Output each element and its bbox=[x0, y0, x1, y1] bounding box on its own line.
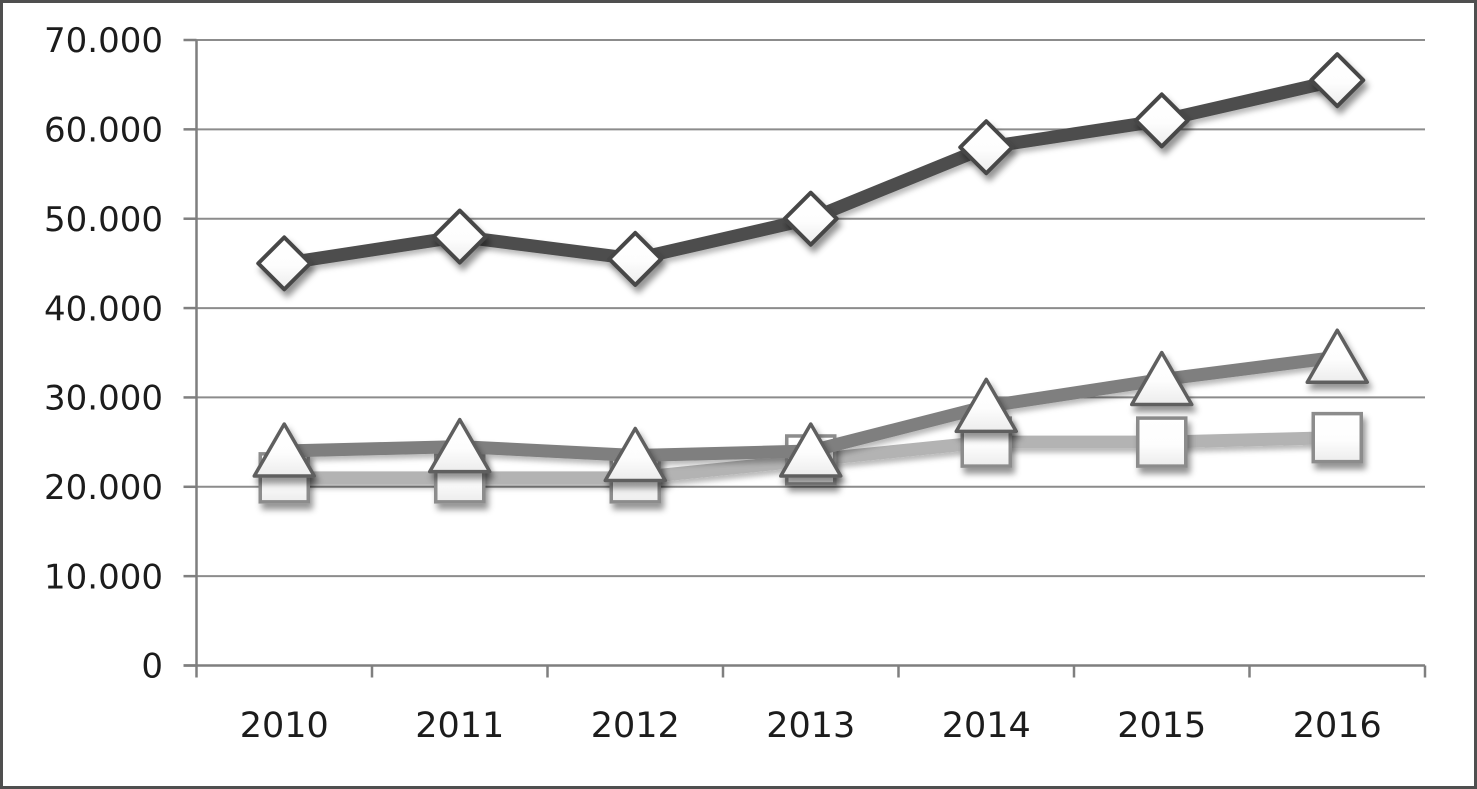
series-triangle bbox=[252, 328, 1369, 483]
x-tick-label: 2012 bbox=[591, 706, 680, 746]
x-tick-label: 2013 bbox=[766, 706, 855, 746]
y-tick-label: 50.000 bbox=[44, 200, 163, 240]
triangle-marker bbox=[428, 417, 492, 474]
y-tick-label: 70.000 bbox=[44, 21, 163, 61]
y-tick-label: 20.000 bbox=[44, 468, 163, 508]
diamond-marker bbox=[958, 119, 1015, 176]
triangle-marker bbox=[954, 377, 1018, 434]
x-tick-label: 2010 bbox=[240, 706, 329, 746]
x-tick-label: 2011 bbox=[415, 706, 504, 746]
diamond-marker bbox=[1309, 52, 1366, 109]
square-marker bbox=[1311, 411, 1363, 464]
triangle-marker bbox=[779, 422, 843, 478]
x-tick-label: 2016 bbox=[1293, 706, 1382, 746]
diamond-marker bbox=[782, 190, 839, 247]
x-tick-label: 2015 bbox=[1117, 706, 1206, 746]
y-tick-label: 60.000 bbox=[44, 111, 163, 151]
series-diamond bbox=[256, 52, 1366, 292]
diamond-marker bbox=[607, 230, 664, 287]
y-tick-label: 40.000 bbox=[44, 289, 163, 329]
diamond-marker bbox=[1133, 92, 1190, 149]
triangle-marker bbox=[1130, 350, 1194, 407]
triangle-marker bbox=[603, 426, 667, 483]
triangle-marker bbox=[252, 422, 316, 478]
triangle-marker bbox=[1305, 328, 1369, 384]
square-marker bbox=[1136, 416, 1188, 468]
diamond-marker bbox=[431, 208, 488, 265]
diamond-marker bbox=[256, 235, 313, 292]
y-tick-label: 30.000 bbox=[44, 379, 163, 419]
y-tick-label: 10.000 bbox=[44, 557, 163, 597]
x-tick-label: 2014 bbox=[942, 706, 1031, 746]
y-tick-label: 0 bbox=[141, 647, 163, 687]
